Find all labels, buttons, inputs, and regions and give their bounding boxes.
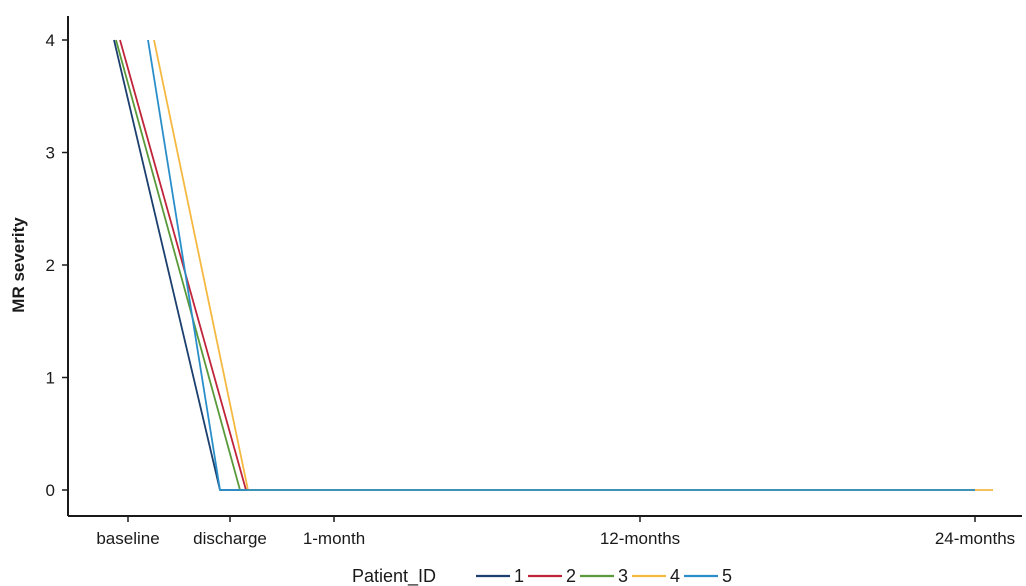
legend-label-5: 5 xyxy=(722,566,732,586)
series-line-1 xyxy=(113,39,975,491)
y-tick-label: 0 xyxy=(46,481,55,500)
y-axis-title: MR severity xyxy=(9,217,28,313)
legend: Patient_ID 1 2 3 4 5 xyxy=(352,566,732,586)
series-line-5 xyxy=(147,39,975,491)
y-tick-label: 2 xyxy=(46,256,55,275)
x-tick-label: 24-months xyxy=(935,529,1015,548)
x-tick-label: 12-months xyxy=(600,529,680,548)
series-line-3 xyxy=(115,39,975,491)
axes xyxy=(62,16,1022,522)
series-line-2 xyxy=(119,39,975,491)
legend-label-1: 1 xyxy=(514,566,524,586)
y-tick-label: 4 xyxy=(46,31,55,50)
tick-labels: 0 1 2 3 4 baseline discharge 1-month 12-months 24… xyxy=(46,31,1016,548)
legend-label-3: 3 xyxy=(618,566,628,586)
legend-title: Patient_ID xyxy=(352,566,436,586)
legend-label-2: 2 xyxy=(566,566,576,586)
legend-label-4: 4 xyxy=(670,566,680,586)
x-tick-label: discharge xyxy=(193,529,267,548)
x-tick-label: 1-month xyxy=(303,529,365,548)
x-tick-label: baseline xyxy=(96,529,159,548)
y-tick-label: 3 xyxy=(46,144,55,163)
series-lines xyxy=(113,39,993,491)
series-line-4 xyxy=(153,39,993,491)
y-tick-label: 1 xyxy=(46,369,55,388)
